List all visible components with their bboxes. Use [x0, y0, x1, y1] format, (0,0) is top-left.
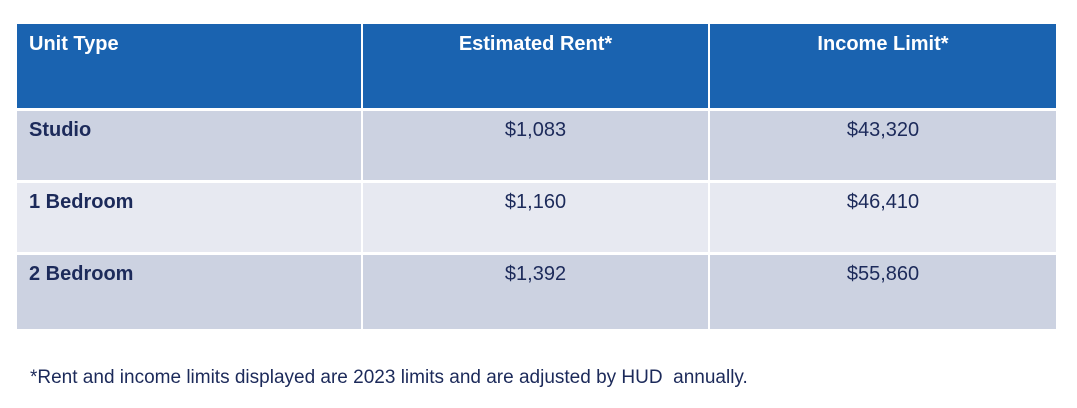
income-limit-cell: $55,860	[709, 253, 1056, 329]
header-estimated-rent: Estimated Rent*	[362, 24, 710, 111]
footnote: *Rent and income limits displayed are 20…	[30, 367, 748, 388]
estimated-rent-cell: $1,160	[362, 181, 710, 255]
estimated-rent-cell: $1,083	[362, 109, 710, 183]
unit-type-cell: 1 Bedroom	[17, 181, 363, 255]
table-row: Studio $1,083 $43,320	[17, 109, 1056, 183]
header-unit-type: Unit Type	[17, 24, 363, 111]
rent-income-table: Unit Type Estimated Rent* Income Limit* …	[17, 24, 1056, 329]
table-header-row: Unit Type Estimated Rent* Income Limit*	[17, 24, 1056, 111]
unit-type-cell: Studio	[17, 109, 363, 183]
table-row: 1 Bedroom $1,160 $46,410	[17, 181, 1056, 255]
header-income-limit: Income Limit*	[709, 24, 1056, 111]
estimated-rent-cell: $1,392	[362, 253, 710, 329]
income-limit-cell: $43,320	[709, 109, 1056, 183]
table-row: 2 Bedroom $1,392 $55,860	[17, 253, 1056, 329]
unit-type-cell: 2 Bedroom	[17, 253, 363, 329]
income-limit-cell: $46,410	[709, 181, 1056, 255]
